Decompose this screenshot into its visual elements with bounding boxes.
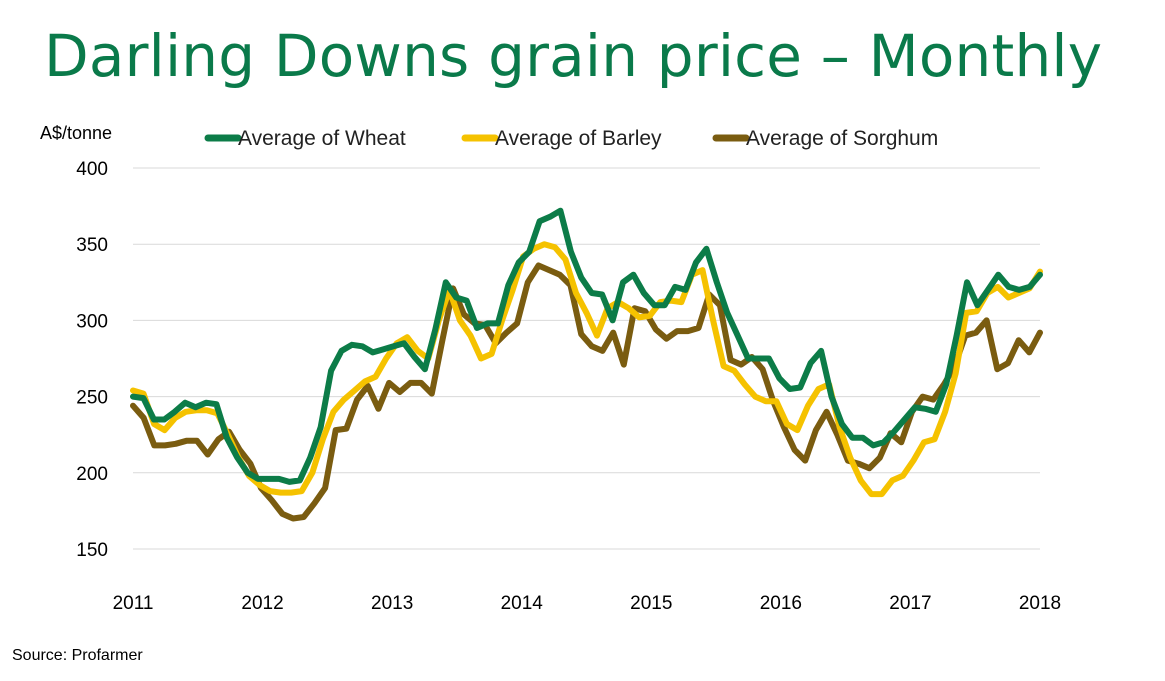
x-tick-label: 2012 [241,593,283,614]
y-tick-label: 350 [76,235,108,256]
series-line-0 [130,207,1043,485]
y-tick-label: 150 [76,540,108,561]
x-tick-label: 2013 [371,593,413,614]
y-tick-label: 200 [76,464,108,485]
page-title: Darling Downs grain price – Monthly [44,22,1103,90]
gridlines [133,167,1040,550]
x-tick-label: 2018 [1019,593,1061,614]
x-axis-ticks: 2011 2012 2013 2014 2015 2016 2017 2018 [113,593,1062,614]
x-tick-label: 2011 [113,593,154,614]
source-note: Source: Profarmer [12,647,143,664]
x-tick-label: 2017 [889,593,931,614]
series-line-1 [130,241,1043,498]
series-lines [130,207,1043,522]
y-tick-label: 400 [76,159,108,180]
y-tick-label: 250 [76,388,108,409]
legend-label: Average of Sorghum [746,127,938,150]
x-tick-label: 2015 [630,593,672,614]
legend: Average of Wheat Average of Barley Average… [204,127,938,150]
x-tick-label: 2014 [501,593,544,614]
y-tick-label: 300 [76,311,108,332]
y-axis-ticks: 150 200 250 300 350 400 [76,159,108,561]
x-tick-label: 2016 [760,593,802,614]
legend-label: Average of Wheat [238,127,406,150]
y-axis-label: A$/tonne [40,123,112,143]
legend-label: Average of Barley [495,127,662,150]
